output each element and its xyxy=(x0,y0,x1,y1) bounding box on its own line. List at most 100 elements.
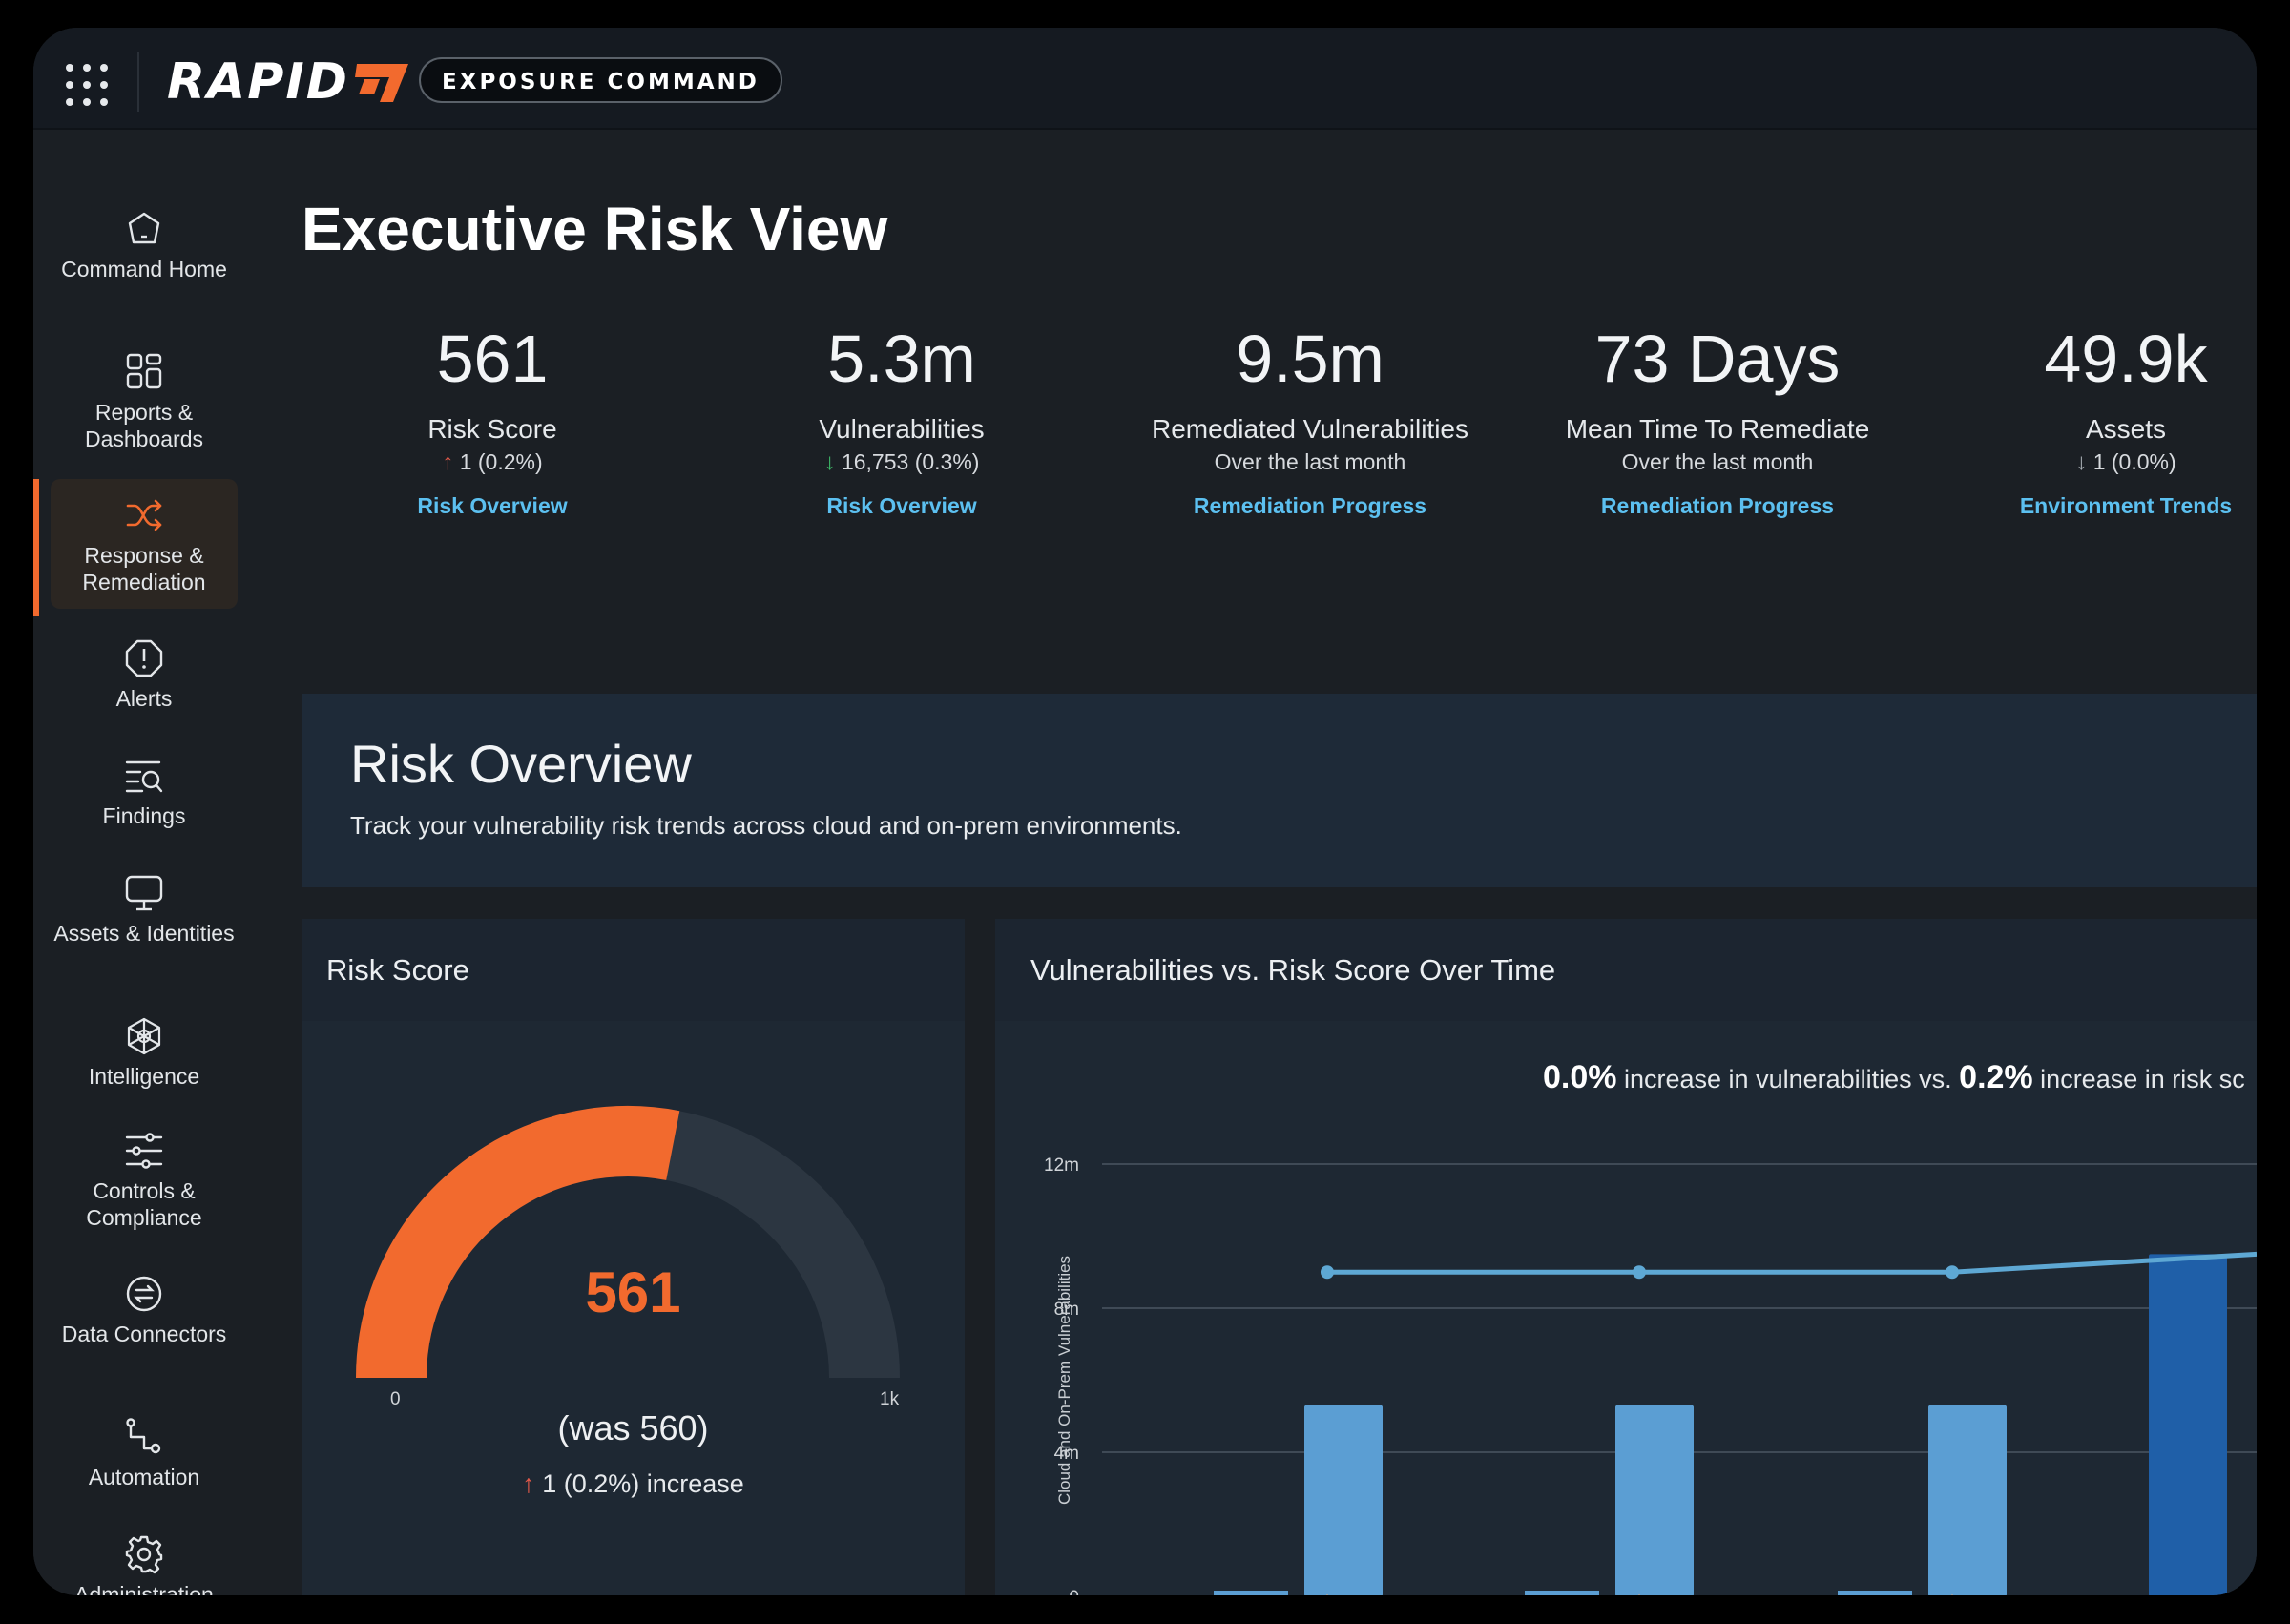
sidebar-item-intelligence[interactable]: Intelligence xyxy=(51,1015,238,1090)
arrow-down-icon: ↓ xyxy=(823,449,836,475)
kpi-label: Remediated Vulnerabilities xyxy=(1151,414,1469,444)
y-tick-label: 0 xyxy=(1069,1588,1079,1595)
sliders-icon xyxy=(125,1133,163,1169)
intelligence-icon xyxy=(127,1017,161,1055)
card-body: 561 0 1k (was 560) ↑ 1 (0.2%) increase xyxy=(302,1021,965,1595)
sidebar-item-label: Automation xyxy=(88,1465,200,1489)
main-content: Executive Risk View 561 Risk Score ↑ 1 (… xyxy=(251,130,2257,1595)
bar-small xyxy=(1838,1590,1912,1595)
vulnerabilities-vs-risk-card: Vulnerabilities vs. Risk Score Over Time… xyxy=(995,919,2257,1595)
kpi-value: 5.3m xyxy=(827,322,976,396)
sidebar-item-label: Administration xyxy=(74,1582,214,1595)
sidebar-item-label: Intelligence xyxy=(88,1064,200,1089)
kpi-link-environment-trends[interactable]: Environment Trends xyxy=(2019,493,2233,518)
risk-score-point xyxy=(1946,1265,1959,1280)
sidebar-item-reports-dashboards[interactable]: Reports & Dashboards xyxy=(51,351,238,452)
card-header: Vulnerabilities vs. Risk Score Over Time xyxy=(995,919,2257,1021)
arrow-down-icon: ↓ xyxy=(2075,449,2088,475)
section-description: Track your vulnerability risk trends acr… xyxy=(350,811,1182,840)
card-header: Risk Score xyxy=(302,919,965,1021)
kpi-label: Mean Time To Remediate xyxy=(1565,414,1870,444)
y-tick-label: 12m xyxy=(1044,1156,1079,1176)
product-badge: EXPOSURE COMMAND xyxy=(419,57,782,103)
bar xyxy=(2149,1254,2227,1595)
kpi-link-risk-overview[interactable]: Risk Overview xyxy=(417,493,568,518)
risk-overview-panel: Risk Overview Track your vulnerability r… xyxy=(302,694,2257,887)
risk-gauge xyxy=(356,1106,900,1379)
gauge-previous-value: (was 560) xyxy=(557,1408,709,1447)
alert-icon xyxy=(125,639,163,677)
sidebar-item-label: Response & Remediation xyxy=(82,543,206,594)
risk-score-point xyxy=(1633,1265,1646,1280)
gear-icon xyxy=(125,1535,163,1574)
kpi-change: ↑ 1 (0.2%) xyxy=(442,449,543,475)
topbar-divider xyxy=(137,52,139,112)
sidebar-item-automation[interactable]: Automation xyxy=(51,1416,238,1490)
card-title: Risk Score xyxy=(326,953,469,987)
monitor-icon xyxy=(125,875,163,911)
kpi-subtitle: Over the last month xyxy=(1214,449,1406,474)
section-title: Risk Overview xyxy=(350,734,692,794)
gauge-change: ↑ 1 (0.2%) increase xyxy=(522,1469,744,1498)
dashboard-icon xyxy=(126,353,162,389)
gauge-value: 561 xyxy=(585,1260,681,1324)
y-axis-label: Cloud and On-Prem Vulnerabilities xyxy=(1055,1256,1073,1505)
connector-icon xyxy=(126,1276,162,1312)
trend-summary: 0.0% increase in vulnerabilities vs. 0.2… xyxy=(1543,1059,2245,1095)
app-grid-icon[interactable] xyxy=(65,63,109,107)
kpi-link-remediation-progress[interactable]: Remediation Progress xyxy=(1600,493,1835,518)
y-tick-label: 8m xyxy=(1054,1300,1079,1320)
risk-score-line xyxy=(1327,1251,2257,1275)
sidebar-item-label: Findings xyxy=(102,803,186,828)
kpi-value: 561 xyxy=(436,322,549,396)
kpi-vulnerabilities: 5.3m Vulnerabilities ↓ 16,753 (0.3%) Ris… xyxy=(701,321,1102,521)
sidebar-item-assets-identities[interactable]: Assets & Identities xyxy=(51,872,238,947)
sidebar-item-data-connectors[interactable]: Data Connectors xyxy=(51,1273,238,1347)
logo-wordmark: RAPID xyxy=(167,53,349,111)
automation-icon xyxy=(126,1418,161,1454)
findings-icon xyxy=(125,760,163,793)
kpi-value: 73 Days xyxy=(1594,322,1841,396)
kpi-remediated-vulnerabilities: 9.5m Remediated Vulnerabilities Over the… xyxy=(1110,321,1510,521)
sidebar-item-administration[interactable]: Administration xyxy=(51,1533,238,1595)
kpi-change: ↓ 16,753 (0.3%) xyxy=(823,449,980,475)
bar xyxy=(1928,1405,2007,1595)
y-tick-label: 4m xyxy=(1054,1444,1079,1464)
bar-small xyxy=(1214,1590,1288,1595)
trend-chart: 0 4m 8m 12m Cloud and On-Prem Vulnerabilitie… xyxy=(1044,1156,2257,1595)
kpi-label: Assets xyxy=(2085,414,2167,444)
kpi-value: 49.9k xyxy=(2044,322,2208,396)
rapid7-logo[interactable]: RAPID xyxy=(167,54,410,110)
kpi-change: ↓ 1 (0.0%) xyxy=(2075,449,2176,475)
bar xyxy=(1304,1405,1383,1595)
kpi-link-risk-overview[interactable]: Risk Overview xyxy=(826,493,977,518)
sidebar-item-findings[interactable]: Findings xyxy=(51,755,238,829)
app-window: RAPID EXPOSURE COMMAND Command Home Repo… xyxy=(33,28,2257,1595)
kpi-label: Risk Score xyxy=(427,414,557,444)
sidebar-item-label: Alerts xyxy=(115,686,173,711)
gauge-fill xyxy=(356,1106,680,1379)
shuffle-icon xyxy=(126,499,162,531)
bar-small xyxy=(1525,1590,1599,1595)
logo-seven-mark-icon xyxy=(354,64,408,102)
sidebar-item-alerts[interactable]: Alerts xyxy=(51,637,238,712)
gauge-max-label: 1k xyxy=(880,1389,900,1409)
kpi-value: 9.5m xyxy=(1236,322,1384,396)
page-title: Executive Risk View xyxy=(302,195,888,263)
sidebar-item-command-home[interactable]: Command Home xyxy=(51,208,238,282)
sidebar-item-label: Assets & Identities xyxy=(53,921,235,946)
sidebar-item-label: Data Connectors xyxy=(61,1322,227,1346)
card-body: 0.0% increase in vulnerabilities vs. 0.2… xyxy=(995,1021,2257,1595)
sidebar-item-controls-compliance[interactable]: Controls & Compliance xyxy=(51,1130,238,1231)
top-bar: RAPID EXPOSURE COMMAND xyxy=(33,28,2257,130)
kpi-subtitle: Over the last month xyxy=(1621,449,1814,474)
gauge-min-label: 0 xyxy=(390,1389,401,1409)
vuln-change-pct: 0.0% xyxy=(1543,1059,1617,1095)
sidebar: Command Home Reports & Dashboards Respon… xyxy=(33,130,251,1595)
sidebar-item-label: Reports & Dashboards xyxy=(84,400,204,451)
kpi-link-remediation-progress[interactable]: Remediation Progress xyxy=(1193,493,1427,518)
active-nav-marker xyxy=(33,479,39,616)
arrow-up-icon: ↑ xyxy=(522,1469,535,1498)
card-title: Vulnerabilities vs. Risk Score Over Time xyxy=(1030,953,1556,987)
sidebar-item-response-remediation[interactable]: Response & Remediation xyxy=(51,479,238,609)
